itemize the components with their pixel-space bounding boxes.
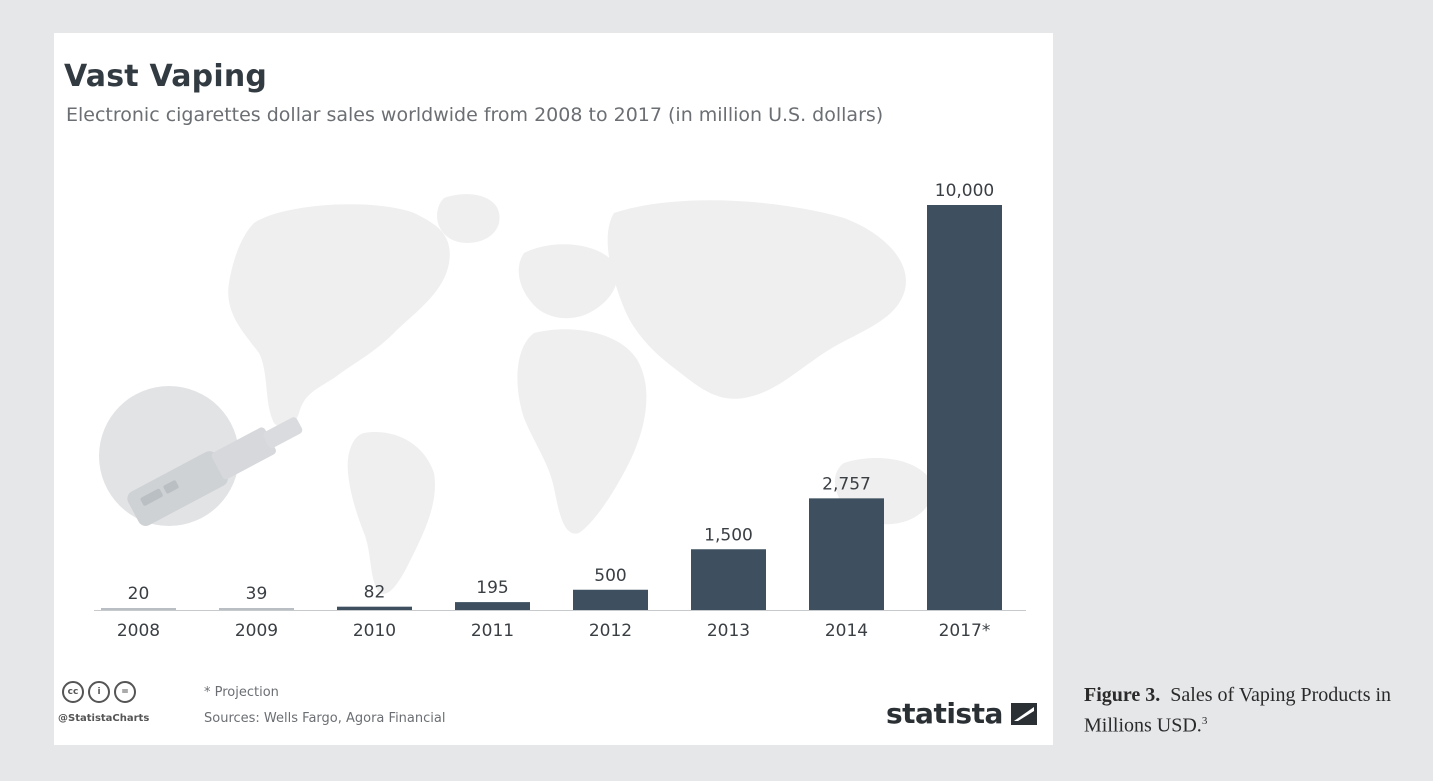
bar-2009 (219, 608, 294, 610)
value-label-2009: 39 (246, 584, 268, 604)
sources-text: Sources: Wells Fargo, Agora Financial (204, 711, 446, 726)
chart-subtitle: Electronic cigarettes dollar sales world… (66, 104, 884, 126)
by-icon: i (88, 681, 110, 703)
brand-wordmark: statista (886, 697, 1003, 730)
greenland-shape (437, 194, 500, 243)
nd-icon: = (114, 681, 136, 703)
value-label-2008: 20 (128, 584, 150, 604)
figure-caption-text: Sales of Vaping Products in Millions USD… (1084, 684, 1392, 737)
bar-2010 (337, 606, 412, 610)
vape-device-icon (127, 417, 303, 526)
caption-reference: 3 (1201, 715, 1208, 727)
value-label-2017*: 10,000 (935, 181, 994, 201)
bar-2008 (101, 608, 176, 610)
category-label-2012: 2012 (589, 621, 632, 641)
europe-shape (518, 244, 618, 319)
south-america-shape (347, 432, 435, 594)
category-label-2017*: 2017* (939, 621, 991, 641)
bar-2014 (809, 498, 884, 610)
africa-shape (517, 329, 647, 534)
category-label-2009: 2009 (235, 621, 278, 641)
license-icons: cc i = (62, 681, 136, 703)
value-label-2014: 2,757 (822, 474, 871, 494)
category-label-2008: 2008 (117, 621, 160, 641)
value-label-2011: 195 (476, 578, 508, 598)
figure-caption: Figure 3. Sales of Vaping Products in Mi… (1084, 682, 1424, 739)
statista-logo: statista (886, 697, 1037, 730)
bar-2013 (691, 549, 766, 610)
statista-mark-icon (1010, 702, 1037, 725)
chart-title: Vast Vaping (64, 59, 268, 94)
value-label-2012: 500 (594, 566, 626, 586)
category-label-2010: 2010 (353, 621, 396, 641)
projection-note: * Projection (204, 685, 279, 700)
twitter-handle: @StatistaCharts (58, 713, 150, 724)
bar-chart: 20 2008 39 2009 82 2010 195 2011 500 2012 1,500 201… (94, 181, 1026, 641)
value-label-2013: 1,500 (704, 525, 753, 545)
category-label-2014: 2014 (825, 621, 868, 641)
cc-icon: cc (62, 681, 84, 703)
category-label-2013: 2013 (707, 621, 750, 641)
value-label-2010: 82 (364, 583, 386, 603)
asia-shape (607, 200, 906, 399)
bar-2011 (455, 602, 530, 610)
figure-label: Figure 3. (1084, 684, 1161, 706)
north-america-shape (228, 204, 450, 429)
chart-card: Vast Vaping Electronic cigarettes dollar… (54, 33, 1053, 745)
bar-2012 (573, 589, 648, 610)
bar-2017* (927, 205, 1002, 610)
category-label-2011: 2011 (471, 621, 514, 641)
